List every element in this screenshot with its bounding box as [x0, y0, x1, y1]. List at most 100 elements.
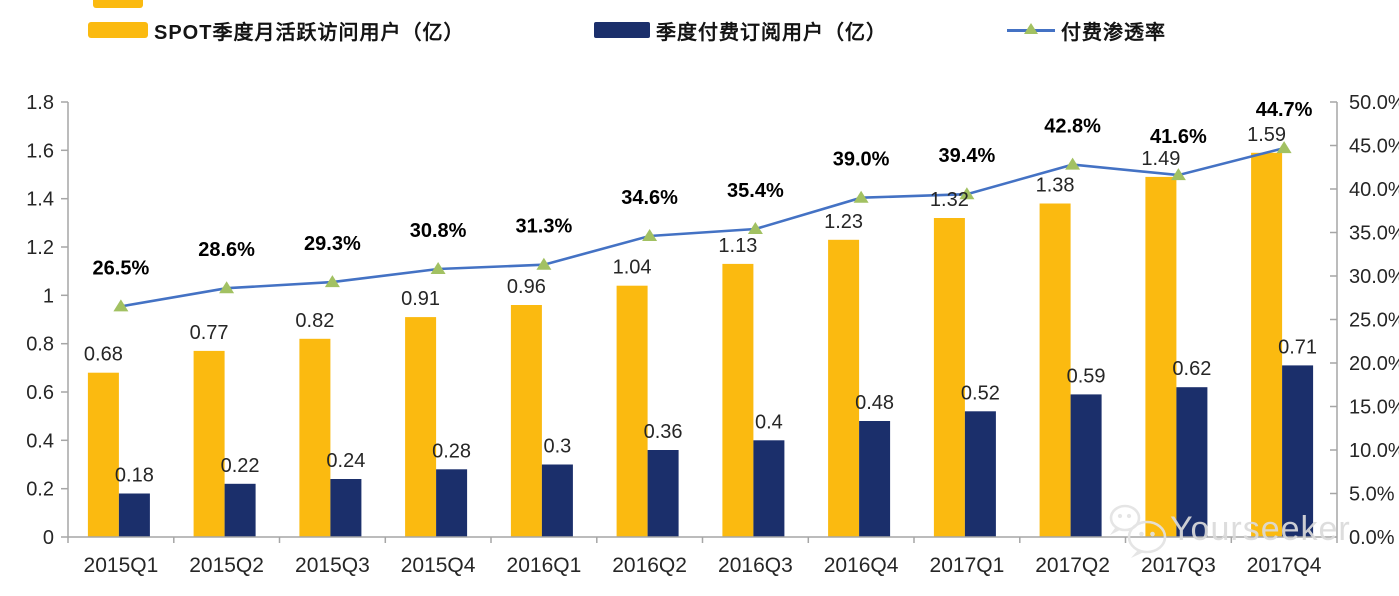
x-axis-category-label: 2017Q1	[930, 554, 1005, 577]
bar-mau	[87, 372, 119, 537]
penetration-percent-label: 39.4%	[939, 145, 996, 167]
legend-item-mau: SPOT季度月活跃访问用户（亿）	[88, 18, 465, 44]
bar-mau	[1039, 203, 1071, 537]
bar-subscribers	[118, 493, 150, 537]
legend-triangle-marker-icon	[1024, 23, 1038, 34]
penetration-percent-label: 35.4%	[727, 180, 784, 202]
triangle-marker-icon	[1065, 157, 1081, 170]
triangle-marker-icon	[853, 190, 869, 203]
bar-subscribers	[330, 479, 362, 537]
x-axis-category-label: 2015Q2	[189, 554, 264, 577]
left-axis-tick-label: 1.6	[26, 140, 54, 162]
penetration-percent-label: 31.3%	[516, 216, 573, 238]
penetration-percent-label: 30.8%	[410, 220, 467, 242]
subscribers-value-label: 0.4	[755, 411, 783, 433]
subscribers-value-label: 0.71	[1278, 336, 1317, 358]
x-axis-category-label: 2015Q3	[295, 554, 370, 577]
triangle-marker-icon	[1276, 141, 1292, 154]
triangle-marker-icon	[1170, 168, 1186, 181]
penetration-percent-label: 28.6%	[198, 239, 255, 261]
penetration-percent-label: 26.5%	[93, 257, 150, 279]
watermark: Yourseeker	[1104, 498, 1351, 560]
legend-item-penetration: 付费渗透率	[1007, 18, 1166, 44]
bar-subscribers	[541, 464, 573, 537]
legend-label-mau: SPOT季度月活跃访问用户（亿）	[154, 21, 465, 44]
right-axis-tick-label: 50.0%	[1349, 92, 1399, 114]
bar-subscribers	[436, 469, 468, 537]
right-axis-tick-label: 25.0%	[1349, 310, 1399, 332]
bar-mau	[193, 350, 225, 537]
right-axis-tick-label: 5.0%	[1349, 484, 1395, 506]
triangle-marker-icon	[747, 222, 763, 234]
left-axis-tick-label: 0.6	[26, 382, 54, 404]
bar-mau	[1145, 176, 1177, 537]
subscribers-value-label: 0.24	[326, 450, 365, 472]
mau-value-label: 0.77	[190, 322, 229, 344]
x-axis-category-label: 2015Q4	[401, 554, 476, 577]
penetration-percent-label: 39.0%	[833, 149, 890, 171]
subscribers-value-label: 0.3	[543, 436, 571, 458]
subscribers-value-label: 0.48	[855, 392, 894, 414]
left-axis-tick-label: 1.2	[26, 237, 54, 259]
penetration-percent-label: 44.7%	[1256, 99, 1313, 121]
left-axis-tick-label: 1	[43, 285, 54, 307]
triangle-marker-icon	[536, 257, 552, 270]
x-axis-category-label: 2017Q2	[1035, 554, 1110, 577]
mau-value-label: 1.13	[718, 235, 757, 257]
right-axis-tick-label: 35.0%	[1349, 223, 1399, 245]
mau-value-label: 1.32	[930, 189, 969, 211]
triangle-marker-icon	[113, 299, 129, 312]
triangle-marker-icon	[430, 262, 446, 274]
right-axis-tick-label: 40.0%	[1349, 179, 1399, 201]
right-axis-tick-label: 0.0%	[1349, 527, 1395, 549]
penetration-percent-label: 29.3%	[304, 233, 361, 255]
watermark-text: Yourseeker	[1170, 509, 1351, 548]
subscribers-value-label: 0.62	[1172, 358, 1211, 380]
penetration-line	[120, 146, 1285, 308]
right-axis-tick-label: 45.0%	[1349, 136, 1399, 158]
bar-mau	[510, 305, 542, 537]
x-axis-category-label: 2017Q3	[1141, 554, 1216, 577]
left-axis-tick-label: 1.8	[26, 92, 54, 114]
right-axis-tick-label: 20.0%	[1349, 353, 1399, 375]
legend-swatch-subscribers-bar	[594, 22, 650, 38]
mau-value-label: 1.49	[1141, 148, 1180, 170]
mau-value-label: 1.38	[1036, 175, 1075, 197]
x-axis-category-label: 2016Q4	[824, 554, 899, 577]
triangle-marker-icon	[959, 187, 975, 200]
legend-swatch-mau-bar	[88, 22, 148, 38]
bar-mau	[299, 338, 331, 537]
mau-value-label: 1.59	[1247, 124, 1286, 146]
bar-mau	[1251, 152, 1283, 538]
bar-mau	[722, 263, 754, 537]
subscribers-value-label: 0.18	[115, 465, 154, 487]
triangle-marker-icon	[324, 275, 340, 288]
bar-subscribers	[1282, 365, 1314, 537]
penetration-percent-label: 42.8%	[1044, 116, 1101, 138]
mau-value-label: 0.91	[401, 288, 440, 310]
bar-subscribers	[753, 440, 785, 537]
left-axis-tick-label: 0.8	[26, 334, 54, 356]
wechat-icon	[1109, 504, 1167, 558]
penetration-percent-label: 41.6%	[1150, 126, 1207, 148]
bar-mau	[405, 317, 437, 537]
legend-line-marker-icon	[1007, 21, 1055, 39]
x-axis-category-label: 2017Q4	[1247, 554, 1322, 577]
right-axis-tick-label: 30.0%	[1349, 266, 1399, 288]
bar-mau	[616, 285, 648, 537]
left-axis-tick-label: 0.4	[26, 430, 54, 452]
bar-subscribers	[1070, 394, 1102, 537]
triangle-marker-icon	[642, 229, 658, 241]
mau-value-label: 0.96	[507, 276, 546, 298]
triangle-marker-icon	[219, 281, 235, 294]
subscribers-value-label: 0.36	[644, 421, 683, 443]
legend-item-subscribers: 季度付费订阅用户（亿）	[594, 18, 887, 44]
mau-value-label: 1.04	[613, 257, 652, 279]
x-axis-category-label: 2015Q1	[84, 554, 159, 577]
left-axis-tick-label: 1.4	[26, 189, 54, 211]
bar-subscribers	[859, 421, 891, 537]
bar-mau	[933, 218, 965, 537]
bar-subscribers	[964, 411, 996, 537]
left-axis-tick-label: 0	[43, 527, 54, 549]
